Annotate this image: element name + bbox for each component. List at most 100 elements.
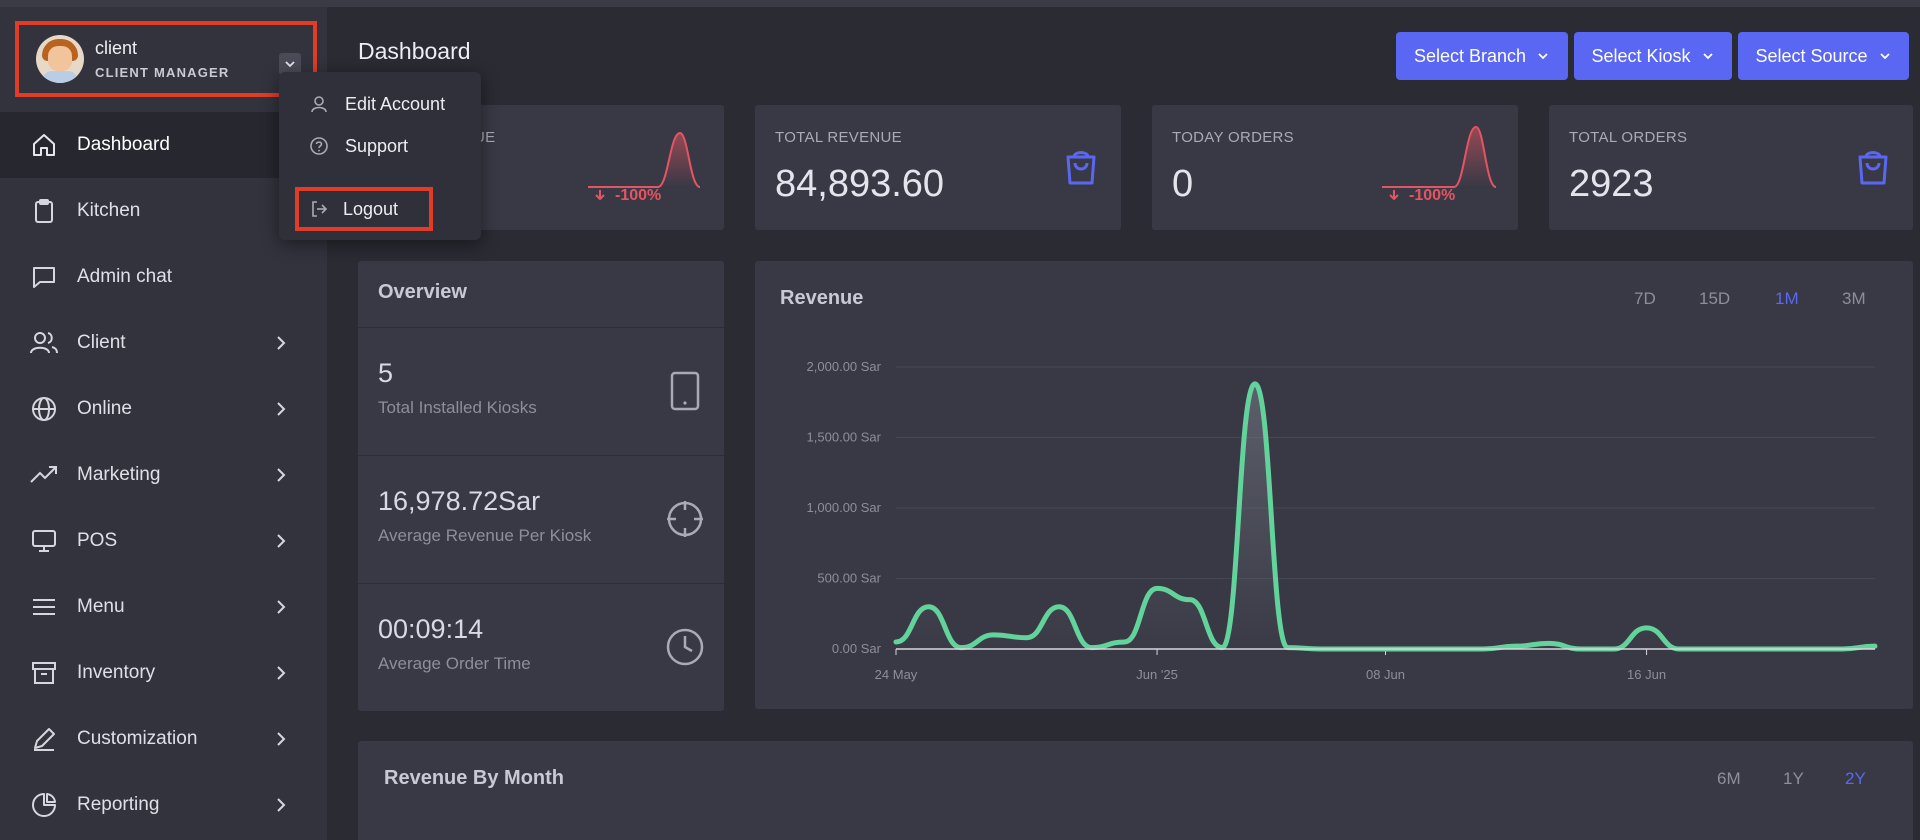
shopping-bag-icon (1858, 151, 1888, 185)
archive-icon (28, 657, 60, 689)
total-orders-card: TOTAL ORDERS 2923 (1549, 105, 1913, 230)
revenue-by-month-title: Revenue By Month (384, 767, 565, 789)
x-tick-label: 16 Jun (1627, 667, 1666, 682)
range-1m-button[interactable]: 1M (1775, 289, 1799, 308)
profile-card[interactable]: client CLIENT MANAGER (15, 21, 317, 97)
globe-icon (28, 393, 60, 425)
sidebar-item-label: Menu (77, 596, 125, 617)
chat-icon (28, 261, 60, 293)
logout-icon (312, 201, 328, 217)
menu-icon (28, 591, 60, 623)
y-tick-label: 500.00 Sar (817, 571, 881, 586)
support-menu-item[interactable]: Support (279, 128, 481, 164)
pen-icon (28, 723, 60, 755)
y-tick-label: 1,500.00 Sar (807, 430, 882, 445)
chevron-down-icon (1879, 53, 1890, 60)
menu-item-label: Support (345, 135, 409, 156)
select-kiosk-button[interactable]: Select Kiosk (1574, 32, 1732, 80)
overview-value: 00:09:14 (378, 614, 484, 644)
shopping-bag-icon (1066, 151, 1096, 185)
profile-dropdown-toggle[interactable] (279, 53, 301, 75)
select-branch-button[interactable]: Select Branch (1396, 32, 1568, 80)
chevron-right-icon (277, 600, 286, 614)
sidebar-item-kitchen[interactable]: Kitchen (0, 178, 327, 244)
stat-label: TODAY ORDERS (1172, 129, 1294, 146)
sidebar-item-label: Customization (77, 728, 198, 749)
sidebar-item-label: Marketing (77, 464, 161, 485)
sidebar-item-label: Admin chat (77, 266, 173, 287)
revenue-line (893, 381, 1878, 652)
range-15d-button[interactable]: 15D (1699, 289, 1731, 308)
sidebar-item-marketing[interactable]: Marketing (0, 442, 327, 508)
monitor-icon (28, 525, 60, 557)
revenue-title: Revenue (780, 287, 864, 309)
chevron-down-icon (1538, 53, 1548, 60)
range-2y-button[interactable]: 2Y (1845, 769, 1866, 788)
sidebar-item-customization[interactable]: Customization (0, 706, 327, 772)
chevron-right-icon (277, 534, 286, 548)
menu-item-label: Edit Account (345, 93, 446, 114)
stat-value: 0 (1172, 163, 1194, 205)
profile-role: CLIENT MANAGER (95, 65, 230, 80)
range-6m-button[interactable]: 6M (1717, 769, 1741, 788)
sidebar-item-pos[interactable]: POS (0, 508, 327, 574)
sidebar-item-admin-chat[interactable]: Admin chat (0, 244, 327, 310)
sidebar-item-label: Dashboard (77, 134, 170, 155)
chevron-down-icon (285, 61, 295, 68)
sidebar-item-label: Client (77, 332, 126, 353)
page-title: Dashboard (358, 38, 471, 64)
chevron-down-icon (1702, 53, 1713, 60)
sidebar-item-inventory[interactable]: Inventory (0, 640, 327, 706)
pie-chart-icon (28, 789, 60, 821)
select-source-button[interactable]: Select Source (1738, 32, 1909, 80)
sidebar-item-online[interactable]: Online (0, 376, 327, 442)
tablet-icon (670, 371, 700, 411)
range-3m-button[interactable]: 3M (1842, 289, 1866, 308)
total-revenue-card: TOTAL REVENUE 84,893.60 (755, 105, 1121, 230)
revenue-chart-card: Revenue 7D 15D 1M 3M 0.00 Sar 500.00 Sar 1… (755, 261, 1913, 709)
sidebar: client CLIENT MANAGER Dashboard Kitchen (0, 7, 327, 840)
y-tick-label: 1,000.00 Sar (807, 500, 882, 515)
clock-icon (666, 628, 704, 666)
user-icon (311, 96, 327, 113)
sidebar-item-reporting[interactable]: Reporting (0, 772, 327, 838)
profile-name: client (95, 38, 138, 58)
sidebar-item-dashboard[interactable]: Dashboard (0, 112, 327, 178)
stat-label: TOTAL REVENUE (775, 129, 902, 146)
home-icon (28, 129, 60, 161)
arrow-down-icon (595, 190, 605, 201)
sidebar-item-menu[interactable]: Menu (0, 574, 327, 640)
edit-account-menu-item[interactable]: Edit Account (279, 86, 481, 122)
sidebar-item-label: Inventory (77, 662, 156, 683)
overview-row-order-time: 00:09:14 Average Order Time (358, 583, 724, 711)
range-7d-button[interactable]: 7D (1634, 289, 1656, 308)
chevron-right-icon (277, 732, 286, 746)
sidebar-item-label: Kitchen (77, 200, 141, 221)
overview-card: Overview 5 Total Installed Kiosks 16,978… (358, 261, 724, 711)
sidebar-item-client[interactable]: Client (0, 310, 327, 376)
revenue-area (896, 383, 1875, 649)
overview-label: Average Order Time (378, 654, 531, 673)
overview-label: Total Installed Kiosks (378, 398, 537, 417)
overview-title: Overview (378, 281, 467, 303)
logout-menu-item[interactable]: Logout (295, 187, 433, 231)
overview-label: Average Revenue Per Kiosk (378, 526, 592, 545)
users-icon (28, 327, 60, 359)
select-kiosk-label: Select Kiosk (1591, 45, 1691, 66)
x-tick-label: 08 Jun (1366, 667, 1405, 682)
x-tick-label: Jun '25 (1136, 667, 1178, 682)
overview-row-avg-revenue: 16,978.72Sar Average Revenue Per Kiosk (358, 455, 724, 583)
sidebar-nav: Dashboard Kitchen Admin chat Client (0, 112, 327, 838)
overview-value: 16,978.72Sar (378, 486, 541, 516)
sidebar-item-label: Online (77, 398, 132, 419)
overview-value: 5 (378, 358, 394, 388)
select-source-label: Select Source (1755, 45, 1868, 66)
range-1y-button[interactable]: 1Y (1783, 769, 1804, 788)
chevron-right-icon (277, 402, 286, 416)
today-revenue-change: -100% (615, 187, 662, 204)
profile-dropdown-menu: Edit Account Support Logout (279, 72, 481, 240)
top-strip (0, 0, 1920, 7)
overview-row-kiosks: 5 Total Installed Kiosks (358, 327, 724, 455)
chevron-right-icon (277, 336, 286, 350)
